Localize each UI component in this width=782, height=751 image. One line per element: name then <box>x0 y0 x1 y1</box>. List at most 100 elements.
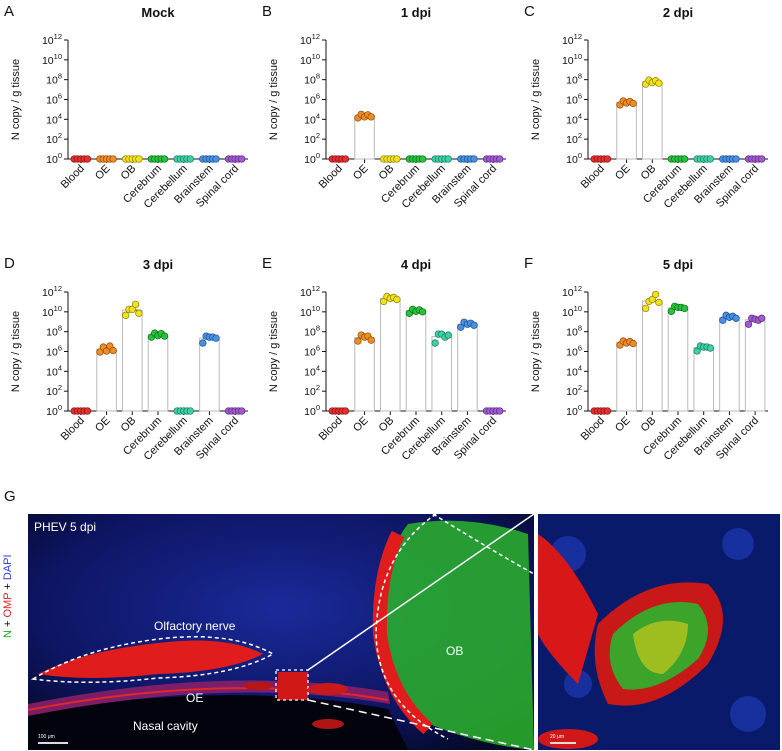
label-olfactory-nerve: Olfactory nerve <box>154 619 236 633</box>
data-point <box>354 337 362 345</box>
bar <box>616 101 637 160</box>
bar <box>431 335 452 412</box>
data-point <box>603 407 612 415</box>
data-point <box>651 290 660 299</box>
data-point <box>393 155 401 163</box>
scale-label-right: 20 μm <box>550 734 564 740</box>
panel-letter-g: G <box>4 488 16 505</box>
y-tick-label: 100 <box>46 403 62 418</box>
micrograph-zoom-image <box>538 514 780 750</box>
data-point <box>367 336 375 344</box>
bar <box>354 115 375 160</box>
data-point <box>160 155 169 163</box>
charts-area: A Mock N copy / g tissue 100 102 104 106 108 101… <box>4 3 768 463</box>
y-tick-label: 104 <box>304 363 320 378</box>
stain-n: N <box>2 630 14 638</box>
data-point <box>341 155 350 163</box>
chart-panel-e: E 4 dpi N copy / g tissue 100 102 104 106 108 10… <box>262 255 506 463</box>
x-tick-label: Blood <box>579 415 607 443</box>
chart-panel-b: B 1 dpi N copy / g tissue 100 102 104 106 108 10… <box>262 3 506 211</box>
bar <box>354 337 375 412</box>
data-point <box>341 407 350 415</box>
y-tick-label: 1010 <box>42 52 62 67</box>
data-point <box>629 339 637 348</box>
data-point <box>186 155 194 163</box>
data-point <box>655 79 663 87</box>
y-tick-label: 100 <box>304 403 320 418</box>
data-point <box>135 155 143 163</box>
y-tick-label: 108 <box>566 72 582 87</box>
y-tick-label: 104 <box>46 363 62 378</box>
x-tick-label: OE <box>93 163 113 183</box>
y-axis-label: N copy / g tissue <box>530 59 542 140</box>
y-tick-label: 108 <box>566 324 582 339</box>
x-tick-label: OB <box>377 163 397 183</box>
y-tick-label: 102 <box>566 131 582 146</box>
y-tick-label: 1010 <box>562 304 582 319</box>
bar <box>122 309 143 412</box>
x-tick-label: OB <box>639 415 659 435</box>
y-tick-label: 104 <box>566 363 582 378</box>
y-tick-label: 108 <box>46 324 62 339</box>
data-point <box>238 155 246 163</box>
data-point <box>212 334 220 342</box>
panel-letter-e: E <box>262 255 272 272</box>
bar <box>147 334 169 412</box>
y-axis-label: N copy / g tissue <box>530 311 542 392</box>
data-point <box>655 298 663 307</box>
chart-panel-f: F 5 dpi N copy / g tissue 100 102 104 106 108 10… <box>524 255 768 463</box>
data-point <box>732 155 740 163</box>
data-point <box>693 347 701 355</box>
data-point <box>642 304 650 313</box>
bar <box>667 307 689 412</box>
y-tick-label: 1012 <box>300 32 320 47</box>
y-tick-label: 106 <box>304 92 320 107</box>
x-tick-label: Blood <box>59 415 87 443</box>
chart-panel-c: C 2 dpi N copy / g tissue 100 102 104 106 108 10… <box>524 3 768 211</box>
data-point <box>135 309 143 317</box>
data-point <box>380 297 388 306</box>
bar <box>744 319 766 412</box>
stain-omp: OMP <box>2 592 14 618</box>
y-tick-label: 106 <box>566 344 582 359</box>
stain-dapi: DAPI <box>2 554 14 581</box>
data-point <box>444 331 452 339</box>
data-point <box>629 99 637 108</box>
data-point <box>603 155 612 163</box>
micrograph-overview-image <box>28 514 534 750</box>
y-tick-label: 102 <box>46 131 62 146</box>
data-point <box>199 339 207 347</box>
x-tick-label: Blood <box>59 163 87 191</box>
scale-label-left: 100 μm <box>38 734 55 740</box>
y-tick-label: 104 <box>46 111 62 126</box>
data-point <box>109 155 117 163</box>
y-axis-label: N copy / g tissue <box>10 59 22 140</box>
x-tick-label: OB <box>119 415 139 435</box>
bar <box>199 337 220 412</box>
y-axis-label: N copy / g tissue <box>268 311 280 392</box>
data-point <box>706 155 714 163</box>
chart-title: Mock <box>141 5 175 20</box>
data-point <box>758 314 766 322</box>
y-tick-label: 108 <box>304 324 320 339</box>
label-oe: OE <box>186 691 204 705</box>
bar <box>457 323 478 412</box>
panel-letter-a: A <box>4 3 14 20</box>
bar <box>405 310 427 412</box>
data-point <box>744 320 753 328</box>
data-point <box>680 304 689 313</box>
y-tick-label: 108 <box>304 72 320 87</box>
chart-title: 4 dpi <box>401 257 431 272</box>
data-point <box>128 305 136 314</box>
chart-title: 3 dpi <box>143 257 173 272</box>
bar <box>642 81 663 160</box>
data-point <box>238 407 246 415</box>
micrograph-zoom: 20 μm <box>538 514 780 750</box>
data-point <box>457 323 465 331</box>
data-point <box>109 346 117 355</box>
y-tick-label: 1010 <box>42 304 62 319</box>
data-point <box>732 314 740 322</box>
panel-letter-c: C <box>524 3 535 20</box>
panel-g: G N + OMP + DAPI <box>0 488 782 751</box>
y-tick-label: 100 <box>46 151 62 166</box>
